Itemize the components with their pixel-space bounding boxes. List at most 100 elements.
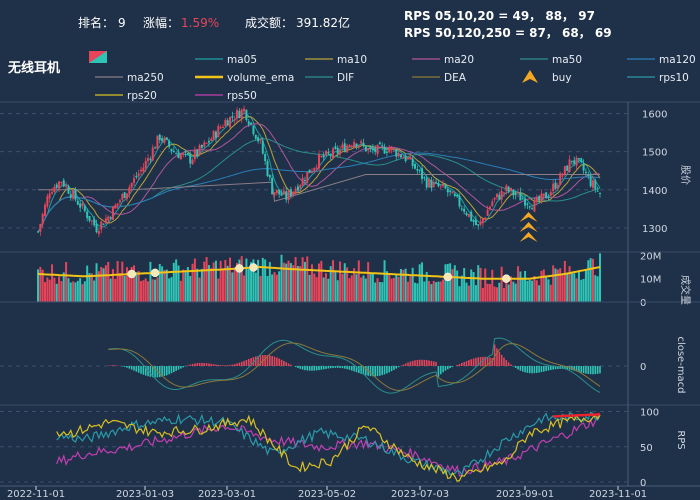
volume-bar bbox=[406, 281, 409, 302]
candle bbox=[439, 185, 442, 190]
rps-panel: 0 50 100 bbox=[0, 404, 700, 489]
volume-bar bbox=[563, 260, 566, 302]
candle bbox=[332, 146, 335, 160]
candle bbox=[350, 144, 353, 149]
candle bbox=[238, 108, 241, 119]
volume-bar bbox=[257, 259, 260, 302]
price-tick-label: 1600 bbox=[642, 110, 667, 121]
volume-bar bbox=[193, 258, 196, 302]
volume-marker bbox=[249, 263, 258, 272]
legend-item-ma10: ma10 bbox=[305, 54, 367, 66]
candle bbox=[46, 193, 49, 209]
volume-bar bbox=[495, 287, 498, 302]
macd-bar bbox=[503, 357, 505, 366]
macd-bar bbox=[585, 366, 587, 374]
candle bbox=[154, 146, 157, 149]
candle bbox=[278, 189, 281, 198]
candle bbox=[423, 176, 426, 181]
volume-bar bbox=[273, 272, 276, 302]
macd-bar bbox=[135, 366, 138, 372]
volume-bar bbox=[226, 265, 229, 302]
legend-label: ma50 bbox=[552, 54, 582, 66]
macd-bar bbox=[137, 366, 140, 373]
macd-bar bbox=[175, 366, 177, 371]
dif-line bbox=[108, 337, 601, 394]
candle bbox=[348, 143, 351, 148]
volume-bar bbox=[140, 281, 143, 302]
macd-bar bbox=[297, 366, 299, 369]
candle bbox=[133, 173, 136, 187]
volume-bar bbox=[357, 260, 360, 302]
price-panel: 1300 1400 1500 1600 bbox=[0, 101, 700, 252]
volume-bar bbox=[369, 272, 372, 302]
volume-bar bbox=[53, 277, 56, 302]
macd-bar bbox=[350, 366, 353, 371]
volume-bar bbox=[81, 284, 84, 302]
macd-bar bbox=[219, 365, 222, 366]
candle bbox=[334, 142, 337, 150]
candle bbox=[507, 185, 510, 194]
candle bbox=[268, 174, 271, 181]
candle bbox=[107, 215, 110, 223]
macd-bar bbox=[535, 366, 538, 373]
macd-bar bbox=[381, 366, 384, 376]
candle bbox=[294, 186, 297, 195]
candle bbox=[385, 148, 388, 157]
macd-bar bbox=[182, 366, 184, 368]
volume-bar bbox=[596, 276, 599, 302]
volume-bar bbox=[432, 280, 435, 302]
candle bbox=[573, 156, 576, 167]
candle bbox=[37, 230, 39, 233]
macd-bar bbox=[327, 366, 330, 369]
volume-bar bbox=[170, 277, 173, 302]
macd-bar bbox=[198, 362, 201, 366]
macd-bar bbox=[217, 364, 220, 366]
candle bbox=[467, 213, 470, 218]
candle bbox=[247, 119, 250, 128]
candle bbox=[210, 136, 213, 142]
macd-bar bbox=[339, 366, 341, 368]
candle bbox=[137, 169, 140, 181]
price-axis-label: 股价 bbox=[679, 165, 691, 185]
volume-bar bbox=[72, 281, 75, 302]
macd-bar bbox=[411, 360, 414, 366]
rps-short: RPS 05,10,20 = 49， 88， 97 bbox=[404, 9, 595, 23]
candle bbox=[477, 223, 480, 230]
candle bbox=[524, 195, 527, 209]
macd-bar bbox=[369, 366, 372, 377]
macd-bar bbox=[252, 357, 255, 366]
volume-bar bbox=[86, 265, 89, 302]
candle bbox=[369, 145, 372, 153]
macd-bar bbox=[208, 363, 210, 366]
volume-bar bbox=[591, 258, 594, 302]
macd-bar bbox=[226, 365, 229, 366]
volume-bar bbox=[385, 271, 388, 302]
volume-panel: 0 10M 20M bbox=[0, 251, 700, 309]
volume-bar bbox=[109, 278, 112, 302]
candle bbox=[58, 180, 61, 193]
macd-bar bbox=[493, 344, 496, 366]
volume-bar bbox=[392, 277, 395, 302]
rank-label: 排名： bbox=[78, 15, 114, 30]
candle bbox=[563, 165, 566, 177]
candle-legend-icon bbox=[89, 51, 107, 63]
macd-bar bbox=[388, 366, 391, 373]
macd-bar bbox=[554, 366, 557, 370]
volume-bar bbox=[88, 273, 91, 302]
legend-label: rps50 bbox=[227, 90, 257, 102]
candle bbox=[186, 152, 189, 156]
x-tick-label: 2023-07-03 bbox=[391, 489, 449, 500]
volume-bar bbox=[186, 267, 189, 302]
candle bbox=[596, 186, 599, 192]
candle bbox=[512, 189, 515, 200]
candle bbox=[264, 151, 267, 165]
volume-bar bbox=[512, 281, 515, 302]
candle bbox=[411, 155, 414, 169]
volume-bar bbox=[566, 274, 569, 302]
volume-bar bbox=[259, 275, 262, 302]
macd-bar bbox=[250, 358, 252, 366]
volume-bar bbox=[266, 275, 269, 302]
macd-bar bbox=[407, 362, 409, 366]
candle bbox=[55, 182, 58, 189]
